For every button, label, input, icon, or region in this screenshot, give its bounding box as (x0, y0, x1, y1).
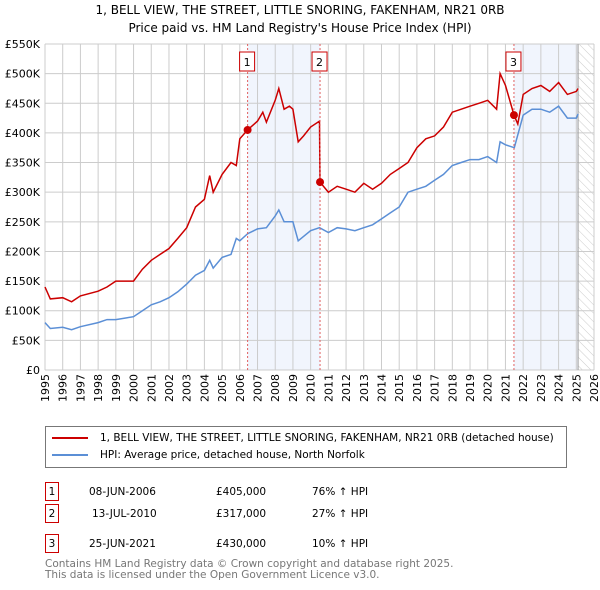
sale-price: £317,000 (216, 507, 267, 520)
y-tick-label: £300K (5, 186, 41, 199)
x-tick-label: 2023 (535, 374, 548, 402)
x-tick-label: 2011 (322, 374, 335, 402)
sale-row: 1 08-JUN-2006 £405,000 76% ↑ HPI (45, 482, 368, 501)
x-tick-label: 2019 (464, 374, 477, 402)
x-tick-label: 1995 (39, 374, 52, 402)
y-tick-label: £250K (5, 216, 41, 229)
y-tick-label: £550K (5, 38, 41, 51)
sale-point (316, 178, 325, 187)
sale-date: 08-JUN-2006 (89, 485, 156, 498)
series-line (44, 105, 579, 331)
footer-line: Contains HM Land Registry data © Crown c… (45, 558, 454, 570)
legend-item-property: 1, BELL VIEW, THE STREET, LITTLE SNORING… (52, 432, 554, 444)
x-tick-label: 2008 (269, 374, 282, 402)
sale-hpi-diff: 27% ↑ HPI (312, 507, 369, 520)
sale-row: 3 25-JUN-2021 £430,000 10% ↑ HPI (45, 534, 368, 553)
x-tick-label: 1996 (57, 374, 70, 402)
footer-line: This data is licensed under the Open Gov… (45, 568, 380, 581)
x-tick-label: 2007 (252, 374, 265, 402)
sale-date: 25-JUN-2021 (89, 537, 156, 550)
sale-label-box (311, 51, 328, 72)
sale-point (243, 125, 252, 134)
footer: Contains HM Land Registry data © Crown c… (45, 559, 453, 580)
sale-row: 2 13-JUL-2010 £317,000 27% ↑ HPI (45, 504, 368, 523)
x-tick-label: 1997 (74, 374, 87, 402)
legend-label: 1, BELL VIEW, THE STREET, LITTLE SNORING… (100, 432, 554, 444)
y-tick-label: £400K (5, 127, 41, 140)
x-tick-label: 2025 (570, 374, 583, 402)
x-tick-label: 2010 (305, 374, 318, 402)
legend-item-hpi: HPI: Average price, detached house, Nort… (52, 449, 365, 461)
sale-point (509, 111, 518, 120)
x-tick-label: 1999 (110, 374, 123, 402)
x-tick-label: 2012 (340, 374, 353, 402)
sale-hpi-diff: 76% ↑ HPI (312, 485, 369, 498)
sale-label: 2 (316, 56, 323, 69)
blue-line-icon (52, 454, 88, 456)
sale-price: £405,000 (216, 485, 267, 498)
chart-title: 1, BELL VIEW, THE STREET, LITTLE SNORING… (95, 3, 504, 17)
red-line-icon (52, 437, 88, 439)
x-tick-label: 2000 (128, 374, 141, 402)
x-tick-label: 2001 (145, 374, 158, 402)
sale-number: 2 (45, 504, 59, 523)
sale-price: £430,000 (216, 537, 267, 550)
x-tick-label: 2017 (429, 374, 442, 402)
y-tick-label: £450K (5, 97, 41, 110)
x-tick-label: 2014 (375, 374, 388, 402)
y-tick-label: £350K (5, 157, 41, 170)
x-tick-label: 2015 (393, 374, 406, 402)
y-tick-label: £100K (5, 305, 41, 318)
x-tick-label: 2020 (482, 374, 495, 402)
price-chart: 1, BELL VIEW, THE STREET, LITTLE SNORING… (5, 3, 600, 402)
y-tick-label: £500K (5, 68, 41, 81)
x-tick-label: 1998 (92, 374, 105, 402)
series-line (44, 70, 579, 303)
sale-hpi-diff: 10% ↑ HPI (312, 537, 369, 550)
y-tick-label: £150K (5, 275, 41, 288)
legend-label: HPI: Average price, detached house, Nort… (100, 449, 365, 461)
sale-label: 3 (510, 56, 517, 69)
x-tick-label: 2005 (216, 374, 229, 402)
x-tick-label: 2002 (163, 374, 176, 402)
shaded-period (513, 44, 579, 370)
sale-label: 1 (244, 56, 251, 69)
legend: 1, BELL VIEW, THE STREET, LITTLE SNORING… (45, 426, 567, 468)
x-tick-label: 2026 (588, 374, 600, 402)
x-tick-label: 2018 (446, 374, 459, 402)
shaded-period (247, 44, 321, 370)
x-tick-label: 2009 (287, 374, 300, 402)
sale-label-box (505, 51, 522, 72)
y-tick-label: £0 (26, 364, 40, 377)
sale-date: 13-JUL-2010 (92, 507, 157, 520)
x-tick-label: 2006 (234, 374, 247, 402)
sale-number: 1 (45, 482, 59, 501)
x-tick-label: 2022 (517, 374, 530, 402)
chart-subtitle: Price paid vs. HM Land Registry's House … (128, 21, 471, 35)
y-tick-label: £200K (5, 245, 41, 258)
x-tick-label: 2003 (181, 374, 194, 402)
y-tick-label: £50K (12, 334, 41, 347)
x-tick-label: 2013 (358, 374, 371, 402)
x-tick-label: 2004 (198, 374, 211, 402)
future-hatch (578, 44, 594, 370)
x-tick-label: 2024 (553, 374, 566, 402)
sale-number: 3 (45, 534, 59, 553)
x-tick-label: 2021 (499, 374, 512, 402)
x-tick-label: 2016 (411, 374, 424, 402)
sale-label-box (239, 51, 256, 72)
